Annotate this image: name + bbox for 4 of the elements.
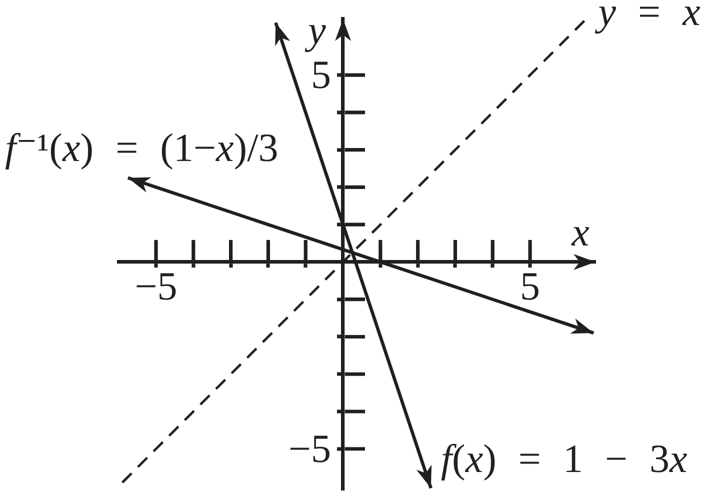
text: f⁻¹(x) = (1−x)/3: [4, 124, 278, 170]
x-axis-title: x: [570, 209, 590, 254]
series-label: y = x: [594, 0, 701, 34]
text: f(x) = 1 − 3x: [440, 436, 688, 482]
